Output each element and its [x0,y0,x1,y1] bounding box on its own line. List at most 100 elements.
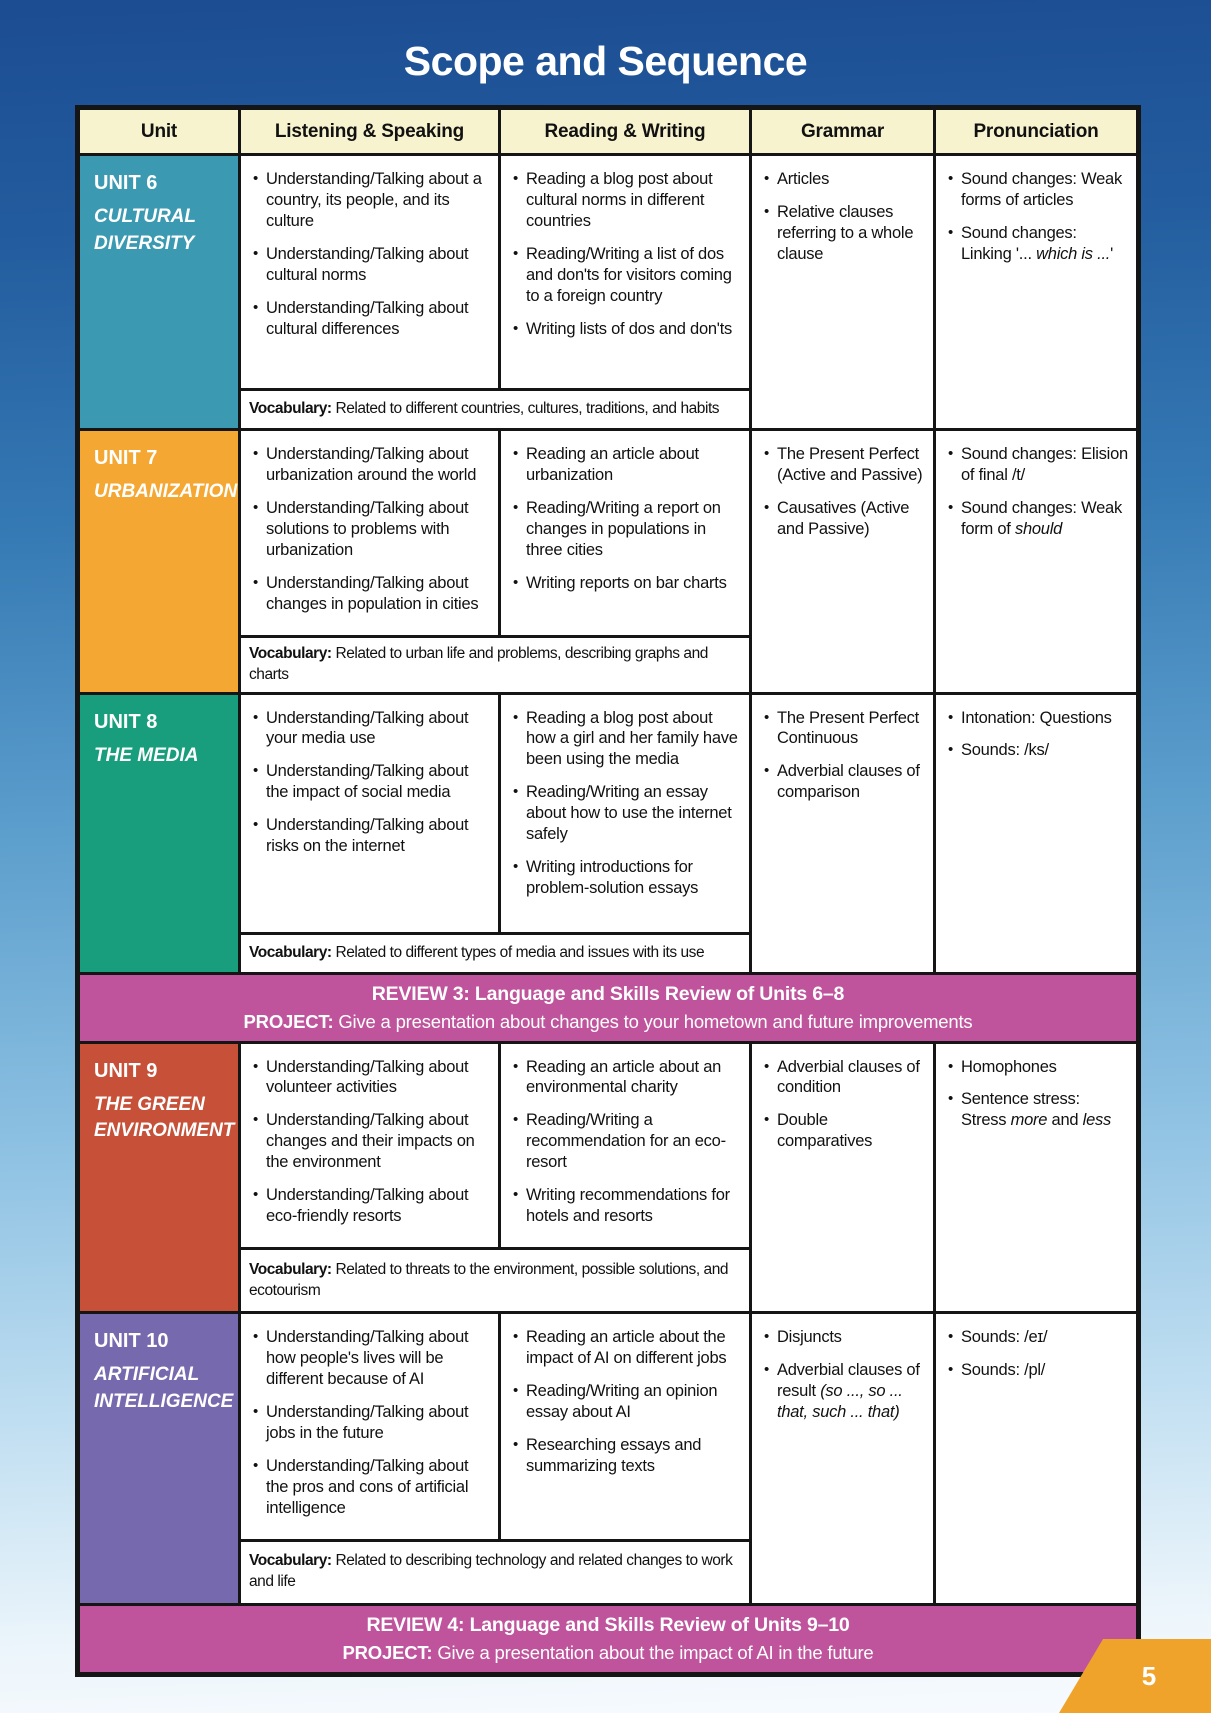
bullet-item: Writing reports on bar charts [511,573,741,594]
unit-8-pronunciation-cell: Intonation: Questions Sounds: /ks/ [933,691,1140,975]
unit-name: URBANIZATION [94,481,238,502]
unit-name: ARTIFICIAL INTELLIGENCE [94,1364,234,1413]
unit-number: UNIT 9 [94,1059,158,1082]
bullet-item: Sounds: /eɪ/ [946,1327,1128,1348]
vocabulary-label: Vocabulary: [249,1260,332,1278]
scope-sequence-table-wrap: Unit Listening & Speaking Reading & Writin… [75,105,1141,1677]
bullet-item: Reading an article about the impact of A… [511,1327,741,1369]
bullet-item: Reading a blog post about how a girl and… [511,708,741,771]
unit-7-grammar-cell: The Present Perfect (Active and Passive)… [749,428,936,695]
unit-10-grammar-cell: Disjuncts Adverbial clauses of result (so… [749,1311,936,1606]
project-text: Give a presentation about changes to you… [338,1010,973,1032]
bullet-item: Sound changes: Elision of final /t/ [946,444,1128,486]
bullet-item: Writing recommendations for hotels and r… [511,1185,741,1227]
column-header-unit: Unit [76,106,241,156]
unit-name: CULTURAL DIVERSITY [94,206,196,254]
bullet-list: The Present Perfect (Active and Passive)… [762,444,925,540]
page-title: Scope and Sequence [403,38,808,84]
unit-7-listening-cell: Understanding/Talking about urbanization… [238,428,501,638]
unit-10-row: UNIT 10 ARTIFICIAL INTELLIGENCE Understand… [76,1311,1140,1606]
bullet-list: Reading an article about the impact of A… [511,1327,741,1477]
vocabulary-label: Vocabulary: [249,400,332,418]
bullet-item: Reading/Writing a report on changes in p… [511,498,741,561]
bullet-item: Understanding/Talking about cultural nor… [251,244,490,286]
unit-9-label-cell: UNIT 9 THE GREEN ENVIRONMENT [76,1040,241,1315]
review-row-4: REVIEW 4: Language and Skills Review of … [76,1602,1140,1676]
bullet-item: Reading/Writing a list of dos and don'ts… [511,244,741,307]
bullet-item: Disjuncts [762,1327,925,1348]
unit-10-listening-cell: Understanding/Talking about how people's… [238,1311,501,1542]
unit-number: UNIT 10 [94,1330,169,1353]
bullet-item: Reading a blog post about cultural norms… [511,169,741,232]
bullet-item: Articles [762,169,925,190]
bullet-item: Researching essays and summarizing texts [511,1435,741,1477]
bullet-item: Understanding/Talking about a country, i… [251,169,490,232]
bullet-list: Sound changes: Weak forms of articles Sou… [946,169,1128,265]
unit-8-vocabulary-row: Vocabulary: Related to different types o… [78,931,1139,975]
unit-8-vocabulary-cell: Vocabulary: Related to different types o… [238,931,752,975]
bullet-item: Understanding/Talking about cultural dif… [251,298,490,340]
bullet-item: Sound changes: Linking '... which is ...… [946,223,1128,265]
bullet-list: Intonation: Questions Sounds: /ks/ [946,708,1128,762]
review-cell: REVIEW 4: Language and Skills Review of … [76,1602,1140,1676]
bullet-item: Understanding/Talking about risks on the… [251,815,490,857]
bullet-item: Sounds: /pl/ [946,1360,1128,1381]
bullet-list: Homophones Sentence stress: Stress more a… [946,1057,1128,1132]
bullet-item: Sentence stress: Stress more and less [946,1089,1128,1131]
unit-9-listening-cell: Understanding/Talking about volunteer ac… [238,1040,501,1251]
unit-7-vocabulary-cell: Vocabulary: Related to urban life and pr… [238,634,752,695]
bullet-item: Understanding/Talking about volunteer ac… [251,1057,490,1099]
bullet-item: Understanding/Talking about the pros and… [251,1456,490,1519]
unit-name: THE MEDIA [94,744,199,766]
bullet-item: Causatives (Active and Passive) [762,498,925,540]
bullet-list: Reading a blog post about cultural norms… [511,169,741,340]
unit-9-row: UNIT 9 THE GREEN ENVIRONMENT Understanding… [76,1040,1140,1315]
review-project: PROJECT: Give a presentation about chang… [92,1011,1124,1033]
unit-8-listening-cell: Understanding/Talking about your media u… [238,691,501,935]
unit-6-reading-cell: Reading a blog post about cultural norms… [498,153,752,391]
unit-9-grammar-cell: Adverbial clauses of condition Double com… [749,1040,936,1315]
unit-9-reading-cell: Reading an article about an environmenta… [498,1040,752,1251]
unit-name: THE GREEN ENVIRONMENT [94,1093,235,1142]
bullet-item: Understanding/Talking about jobs in the … [251,1402,490,1444]
vocabulary-text: Related to different countries, cultures… [335,400,720,418]
bullet-item: Intonation: Questions [946,708,1128,729]
bullet-item: Reading an article about an environmenta… [511,1057,741,1099]
bullet-item: Understanding/Talking about changes and … [251,1110,490,1173]
bullet-item: Reading/Writing an opinion essay about A… [511,1381,741,1423]
review-title: REVIEW 4: Language and Skills Review of … [366,1613,850,1636]
review-row-3: REVIEW 3: Language and Skills Review of … [76,971,1140,1044]
unit-7-vocabulary-row: Vocabulary: Related to urban life and pr… [78,634,1139,695]
column-header-listening-and-speaking: Listening & Speaking [238,106,501,156]
review-title: REVIEW 3: Language and Skills Review of … [371,982,845,1005]
bullet-list: Sound changes: Elision of final /t/Sound… [946,444,1128,540]
bullet-item: Double comparatives [762,1110,925,1152]
project-label: PROJECT: [243,1010,334,1032]
scope-sequence-table: Unit Listening & Speaking Reading & Writin… [75,105,1141,1677]
bullet-item: Adverbial clauses of result (so ..., so … [762,1360,925,1423]
unit-number: UNIT 7 [94,447,158,469]
bullet-item: Writing introductions for problem-soluti… [511,857,741,899]
unit-6-vocabulary-cell: Vocabulary: Related to different countri… [238,388,752,431]
project-label: PROJECT: [342,1641,433,1663]
vocabulary-text: Related to threats to the environment, p… [249,1260,729,1299]
bullet-item: Adverbial clauses of comparison [762,761,925,803]
unit-7-label-cell: UNIT 7 URBANIZATION [76,428,241,695]
vocabulary-label: Vocabulary: [249,644,332,662]
unit-10-vocabulary-row: Vocabulary: Related to describing techno… [78,1538,1139,1606]
bullet-item: Understanding/Talking about eco-friendly… [251,1185,490,1227]
review-project: PROJECT: Give a presentation about the i… [92,1642,1124,1664]
unit-7-pronunciation-cell: Sound changes: Elision of final /t/Sound… [933,428,1140,695]
unit-6-listening-cell: Understanding/Talking about a country, i… [238,153,501,391]
column-header-grammar: Grammar [749,106,936,156]
unit-6-vocabulary-row: Vocabulary: Related to different countri… [78,388,1139,431]
bullet-list: Reading an article about an environmenta… [511,1057,741,1228]
bullet-item: Adverbial clauses of condition [762,1057,925,1099]
bullet-item: Relative clauses referring to a whole cl… [762,202,925,265]
bullet-list: Understanding/Talking about urbanization… [251,444,490,615]
unit-9-vocabulary-row: Vocabulary: Related to threats to the en… [78,1247,1139,1315]
unit-10-reading-cell: Reading an article about the impact of A… [498,1311,752,1542]
bullet-list: Reading a blog post about how a girl and… [511,708,741,900]
bullet-list: Sounds: /eɪ/Sounds: /pl/ [946,1327,1128,1381]
bullet-item: Understanding/Talking about solutions to… [251,498,490,561]
